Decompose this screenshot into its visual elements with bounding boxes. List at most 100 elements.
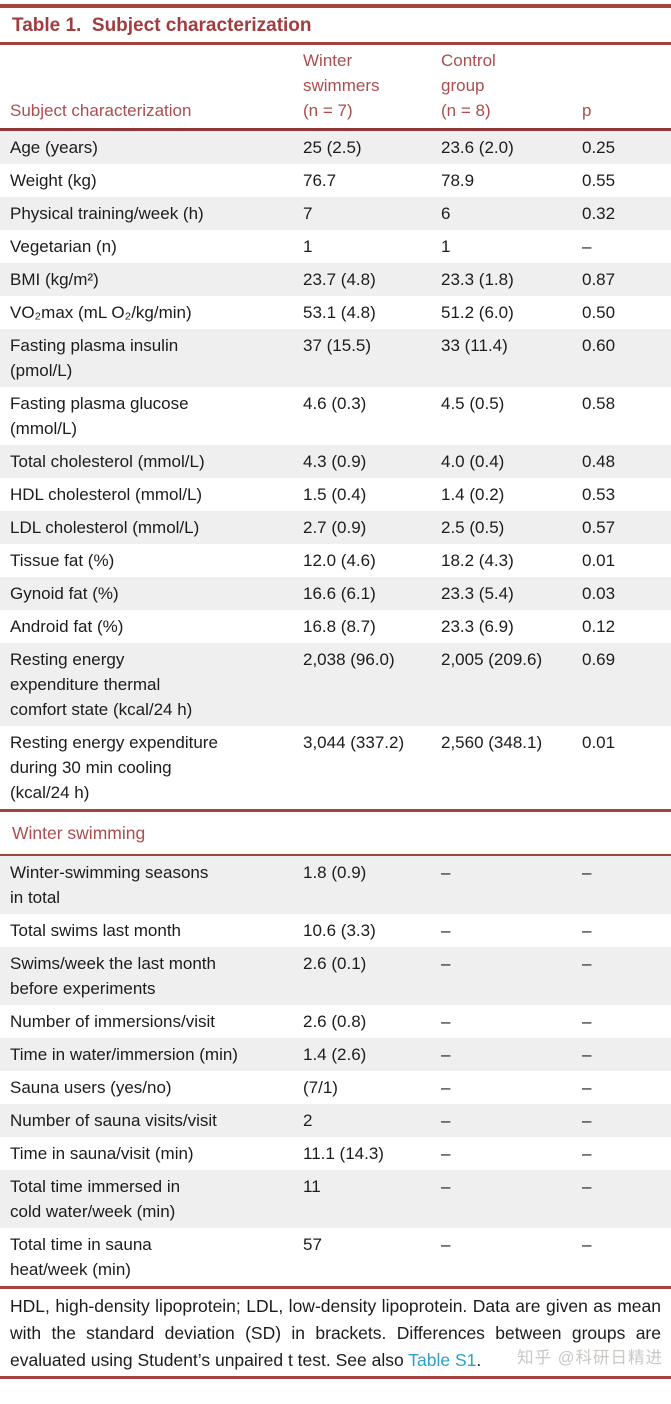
subject-characterization-rows: Age (years) 25 (2.5) 23.6 (2.0) 0.25 Wei… xyxy=(0,131,671,809)
winter-swimmers-value: 16.8 (8.7) xyxy=(303,617,376,636)
control-group-value: – xyxy=(441,1078,451,1097)
p-value: 0.48 xyxy=(582,452,616,471)
control-group-value: – xyxy=(441,1111,451,1130)
table-s1-link[interactable]: Table S1 xyxy=(408,1350,477,1370)
winter-swimmers-value: 37 (15.5) xyxy=(303,336,372,355)
control-group-value: – xyxy=(441,1144,451,1163)
table-row: Winter-swimming seasons in total 1.8 (0.… xyxy=(0,856,671,914)
winter-swimmers-value: 16.6 (6.1) xyxy=(303,584,376,603)
control-group-value: 1.4 (0.2) xyxy=(441,485,505,504)
table-row: Resting energy expenditure during 30 min… xyxy=(0,726,671,809)
winter-swimmers-value: 23.7 (4.8) xyxy=(303,270,376,289)
row-label: Total time in sauna heat/week (min) xyxy=(10,1235,152,1279)
table-row: Swims/week the last month before experim… xyxy=(0,947,671,1005)
header-subject-characterization: Subject characterization xyxy=(10,101,192,120)
winter-swimmers-value: 25 (2.5) xyxy=(303,138,362,157)
row-label: Vegetarian (n) xyxy=(10,237,117,256)
row-label: Android fat (%) xyxy=(10,617,124,636)
winter-swimmers-value: 3,044 (337.2) xyxy=(303,733,405,752)
row-label: Swims/week the last month before experim… xyxy=(10,954,216,998)
table-row: HDL cholesterol (mmol/L) 1.5 (0.4) 1.4 (… xyxy=(0,478,671,511)
p-value: 0.58 xyxy=(582,394,616,413)
control-group-value: – xyxy=(441,1045,451,1064)
table-row: Number of immersions/visit 2.6 (0.8) – – xyxy=(0,1005,671,1038)
table-row: VO₂max (mL O₂/kg/min) 53.1 (4.8) 51.2 (6… xyxy=(0,296,671,329)
winter-swimmers-value: 1.4 (2.6) xyxy=(303,1045,367,1064)
winter-swimmers-value: 7 xyxy=(303,204,313,223)
p-value: – xyxy=(582,1144,592,1163)
table-row: Fasting plasma insulin (pmol/L) 37 (15.5… xyxy=(0,329,671,387)
row-label: Resting energy expenditure during 30 min… xyxy=(10,733,218,802)
winter-swimmers-value: 2.6 (0.8) xyxy=(303,1012,367,1031)
winter-swimmers-value: 11.1 (14.3) xyxy=(303,1144,384,1163)
bottom-rule xyxy=(0,1376,671,1379)
winter-swimmers-value: 12.0 (4.6) xyxy=(303,551,376,570)
control-group-value: 2,005 (209.6) xyxy=(441,650,543,669)
header-winter-swimmers: Winter swimmers (n = 7) xyxy=(303,51,380,120)
control-group-value: 23.3 (6.9) xyxy=(441,617,514,636)
control-group-value: – xyxy=(441,1177,451,1196)
table-row: Android fat (%) 16.8 (8.7) 23.3 (6.9) 0.… xyxy=(0,610,671,643)
table-title: Table 1. Subject characterization xyxy=(12,15,312,36)
winter-swimmers-value: 1.8 (0.9) xyxy=(303,863,367,882)
table-row: Gynoid fat (%) 16.6 (6.1) 23.3 (5.4) 0.0… xyxy=(0,577,671,610)
row-label: Number of sauna visits/visit xyxy=(10,1111,217,1130)
section-title-underline-rule xyxy=(0,854,671,856)
header-control-group: Control group (n = 8) xyxy=(441,51,496,120)
table-row: Sauna users (yes/no) (7/1) – – xyxy=(0,1071,671,1104)
section-title-winter-swimming: Winter swimming xyxy=(12,823,146,843)
control-group-value: 33 (11.4) xyxy=(441,336,508,355)
row-label: Age (years) xyxy=(10,138,98,157)
top-rule xyxy=(0,4,671,8)
p-value: – xyxy=(582,1012,592,1031)
footnote-period: . xyxy=(476,1350,482,1370)
row-label: Gynoid fat (%) xyxy=(10,584,119,603)
table-row: Age (years) 25 (2.5) 23.6 (2.0) 0.25 xyxy=(0,131,671,164)
table-footnote: HDL, high-density lipoprotein; LDL, low-… xyxy=(10,1293,661,1374)
table-row: Total time in sauna heat/week (min) 57 –… xyxy=(0,1228,671,1286)
row-label: VO₂max (mL O₂/kg/min) xyxy=(10,303,192,322)
row-label: Time in sauna/visit (min) xyxy=(10,1144,194,1163)
p-value: 0.87 xyxy=(582,270,616,289)
p-value: 0.60 xyxy=(582,336,616,355)
winter-swimmers-value: 1 xyxy=(303,237,313,256)
winter-swimmers-value: 4.6 (0.3) xyxy=(303,394,367,413)
p-value: 0.69 xyxy=(582,650,616,669)
footnote-text: HDL, high-density lipoprotein; LDL, low-… xyxy=(10,1296,661,1370)
winter-swimmers-value: 1.5 (0.4) xyxy=(303,485,367,504)
control-group-value: 4.0 (0.4) xyxy=(441,452,505,471)
winter-swimmers-value: 53.1 (4.8) xyxy=(303,303,376,322)
winter-swimmers-value: 2.7 (0.9) xyxy=(303,518,367,537)
control-group-value: 2,560 (348.1) xyxy=(441,733,543,752)
winter-swimmers-value: 76.7 xyxy=(303,171,337,190)
p-value: – xyxy=(582,954,592,973)
row-label: Total time immersed in cold water/week (… xyxy=(10,1177,181,1221)
row-label: Total swims last month xyxy=(10,921,181,940)
table-row: Fasting plasma glucose (mmol/L) 4.6 (0.3… xyxy=(0,387,671,445)
table-row: Time in sauna/visit (min) 11.1 (14.3) – … xyxy=(0,1137,671,1170)
table-row: Weight (kg) 76.7 78.9 0.55 xyxy=(0,164,671,197)
p-value: – xyxy=(582,237,592,256)
control-group-value: 18.2 (4.3) xyxy=(441,551,514,570)
winter-swimming-rows: Winter-swimming seasons in total 1.8 (0.… xyxy=(0,856,671,1286)
row-label: Number of immersions/visit xyxy=(10,1012,215,1031)
table-row: Resting energy expenditure thermal comfo… xyxy=(0,643,671,726)
control-group-value: – xyxy=(441,863,451,882)
row-label: LDL cholesterol (mmol/L) xyxy=(10,518,200,537)
winter-swimmers-value: 11 xyxy=(303,1177,321,1196)
table-row: Tissue fat (%) 12.0 (4.6) 18.2 (4.3) 0.0… xyxy=(0,544,671,577)
control-group-value: 23.3 (1.8) xyxy=(441,270,514,289)
winter-swimmers-value: 4.3 (0.9) xyxy=(303,452,367,471)
table-row: LDL cholesterol (mmol/L) 2.7 (0.9) 2.5 (… xyxy=(0,511,671,544)
table-row: Vegetarian (n) 1 1 – xyxy=(0,230,671,263)
p-value: 0.01 xyxy=(582,733,616,752)
control-group-value: – xyxy=(441,921,451,940)
table-row: Total time immersed in cold water/week (… xyxy=(0,1170,671,1228)
p-value: – xyxy=(582,1235,592,1254)
control-group-value: 6 xyxy=(441,204,451,223)
winter-swimmers-value: 2 xyxy=(303,1111,313,1130)
header-p: p xyxy=(582,101,592,120)
p-value: 0.32 xyxy=(582,204,616,223)
p-value: – xyxy=(582,863,592,882)
row-label: Time in water/immersion (min) xyxy=(10,1045,238,1064)
